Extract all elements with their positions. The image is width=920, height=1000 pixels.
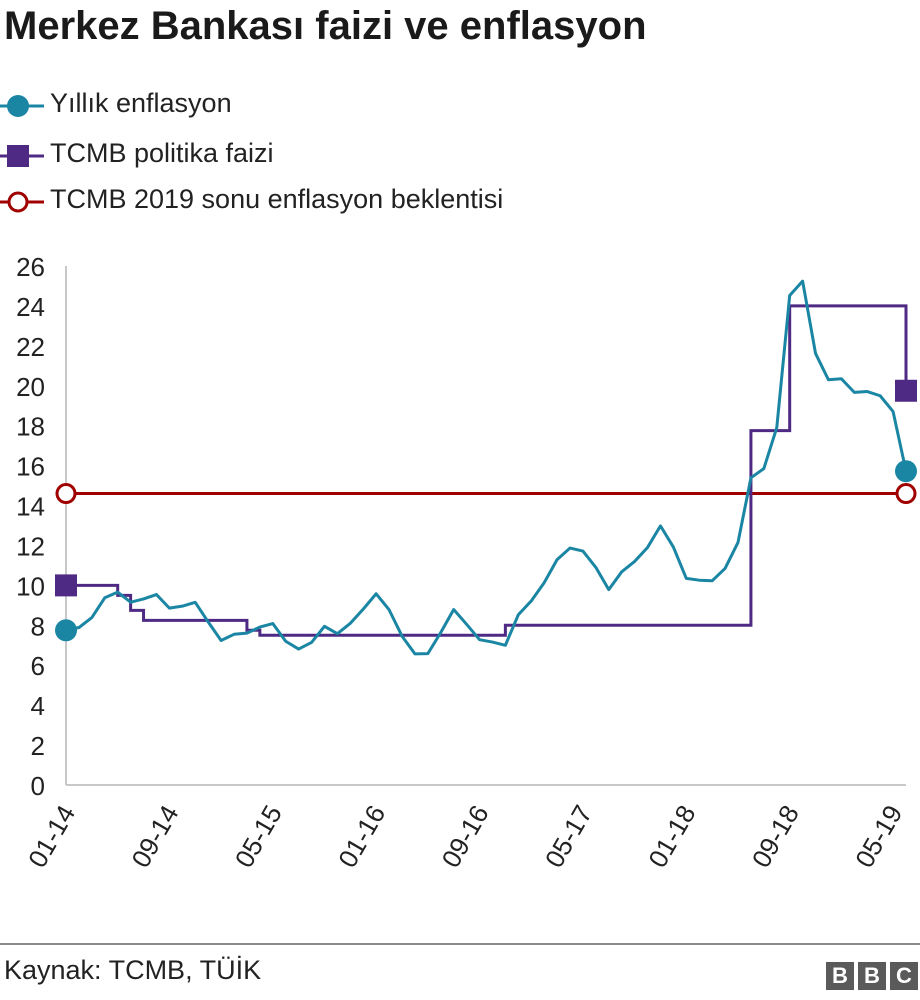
legend-square-marker-icon bbox=[0, 145, 44, 167]
x-tick-label: 09-16 bbox=[436, 800, 495, 873]
y-tick-label: 4 bbox=[31, 691, 45, 721]
inflation-start-point bbox=[55, 619, 77, 642]
policy-rate-start-point bbox=[55, 574, 77, 597]
bbc-logo: B B C bbox=[826, 962, 918, 990]
x-tick-label: 01-14 bbox=[22, 800, 81, 873]
legend-label-policy-rate: TCMB politika faizi bbox=[50, 138, 274, 168]
y-tick-label: 18 bbox=[16, 412, 45, 442]
y-tick-label: 12 bbox=[16, 531, 45, 561]
expectation-end-point bbox=[895, 483, 917, 505]
y-tick-label: 2 bbox=[31, 731, 45, 761]
y-tick-label: 14 bbox=[16, 492, 45, 522]
y-tick-label: 8 bbox=[31, 611, 45, 641]
y-tick-label: 22 bbox=[16, 332, 45, 362]
legend-item-policy-rate: TCMB politika faizi bbox=[0, 134, 700, 174]
policy-rate-end-point bbox=[895, 379, 917, 402]
x-tick-label: 01-18 bbox=[642, 800, 701, 873]
y-tick-label: 24 bbox=[16, 292, 45, 322]
source-note: Kaynak: TCMB, TÜİK bbox=[4, 955, 262, 985]
policy-rate-series-line bbox=[66, 304, 908, 637]
legend-open-circle-marker-icon bbox=[0, 191, 44, 213]
x-tick-label: 05-15 bbox=[229, 800, 288, 873]
legend-item-expectation: TCMB 2019 sonu enflasyon beklentisi bbox=[0, 180, 700, 220]
legend-label-inflation: Yıllık enflasyon bbox=[50, 88, 232, 118]
inflation-series-line bbox=[65, 279, 908, 656]
bbc-logo-letter: C bbox=[890, 962, 918, 990]
x-tick-label: 09-18 bbox=[746, 800, 805, 873]
y-tick-label: 26 bbox=[16, 252, 45, 282]
y-tick-label: 0 bbox=[31, 771, 45, 801]
y-tick-label: 16 bbox=[16, 452, 45, 482]
bbc-logo-letter: B bbox=[826, 962, 854, 990]
legend-label-expectation: TCMB 2019 sonu enflasyon beklentisi bbox=[50, 184, 504, 214]
legend-circle-marker-icon bbox=[0, 95, 44, 117]
x-tick-label: 09-14 bbox=[125, 800, 184, 873]
y-tick-label: 6 bbox=[31, 651, 45, 681]
bbc-logo-letter: B bbox=[858, 962, 886, 990]
y-tick-label: 20 bbox=[16, 372, 45, 402]
footer-divider bbox=[0, 943, 920, 945]
expectation-start-point bbox=[55, 483, 77, 505]
x-tick-label: 05-17 bbox=[539, 800, 598, 873]
x-tick-label: 05-19 bbox=[849, 800, 908, 873]
chart-title: Merkez Bankası faizi ve enflasyon bbox=[4, 4, 647, 48]
inflation-end-point bbox=[895, 460, 917, 483]
legend-item-inflation: Yıllık enflasyon bbox=[0, 84, 700, 124]
x-tick-label: 01-16 bbox=[332, 800, 391, 873]
y-tick-label: 10 bbox=[16, 571, 45, 601]
